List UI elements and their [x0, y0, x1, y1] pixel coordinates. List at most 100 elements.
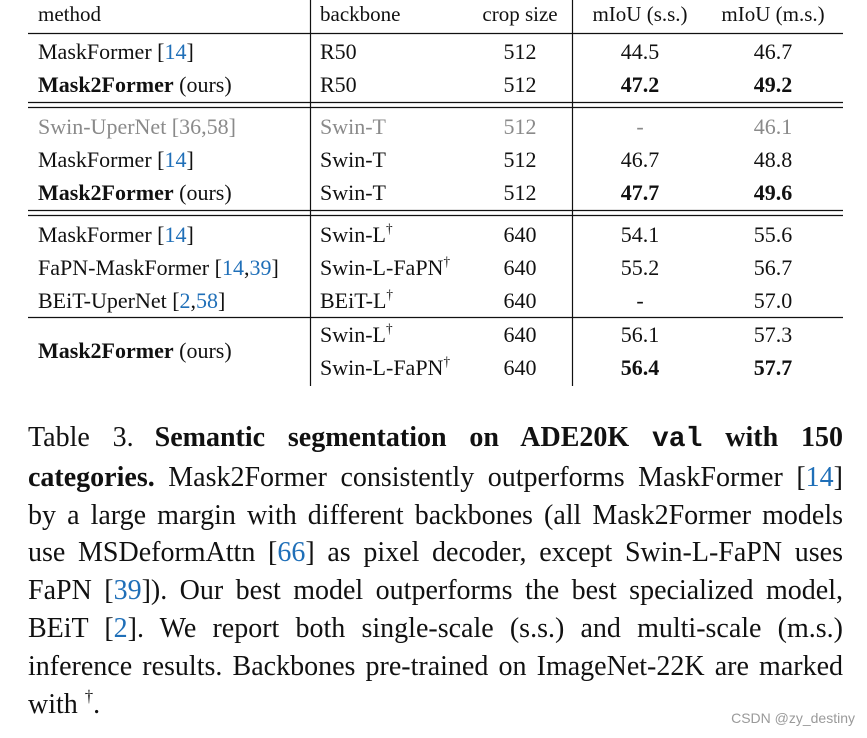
table-cell: 640 — [450, 318, 590, 351]
text-run: ] — [186, 222, 194, 247]
table-cell: 640 — [450, 218, 590, 251]
text-run: (ours) — [173, 72, 232, 97]
text-run: † — [84, 685, 94, 705]
table-cell: Swin-L† — [320, 318, 393, 351]
table-cell: 640 — [450, 351, 590, 384]
text-run: ] by a large margin with different backb… — [28, 461, 843, 569]
table-cell: Swin-L-FaPN† — [320, 251, 450, 284]
text-run: 44.5 — [620, 39, 660, 64]
text-run: Mask2Former — [38, 72, 174, 97]
table-cell: 47.7 — [570, 176, 710, 209]
citation-link: 14 — [164, 147, 187, 172]
caption: Table 3. Semantic segmentation on ADE20K … — [28, 419, 843, 723]
citation-link: 2 — [179, 288, 191, 313]
text-run: 56.7 — [753, 255, 793, 280]
text-run: 46.1 — [753, 114, 793, 139]
text-run: 512 — [503, 180, 537, 205]
citation-link: 58 — [206, 114, 229, 139]
table-cell: - — [570, 110, 710, 143]
text-run: Swin-L — [320, 322, 386, 347]
text-run: val — [651, 424, 703, 455]
text-run: Swin-UperNet [ — [38, 114, 180, 139]
table-cell: 56.7 — [703, 251, 843, 284]
text-run: (ours) — [173, 338, 232, 363]
text-run: MaskFormer [ — [38, 147, 165, 172]
text-run: - — [636, 114, 644, 139]
text-run: ] — [186, 147, 194, 172]
citation-link: 66 — [277, 537, 306, 569]
text-run: - — [636, 288, 644, 313]
table-cell: Mask2Former (ours) — [38, 318, 232, 384]
table-cell: 57.3 — [703, 318, 843, 351]
table-cell: 57.7 — [703, 351, 843, 384]
table-cell: Mask2Former (ours) — [38, 176, 232, 209]
text-run: 55.2 — [620, 255, 660, 280]
header-cell: mIoU (m.s.) — [721, 2, 825, 26]
table-cell: 640 — [450, 251, 590, 284]
text-run: 57.7 — [753, 355, 793, 380]
text-run: 512 — [503, 147, 537, 172]
table-cell: 512 — [450, 68, 590, 101]
text-run: 640 — [503, 222, 537, 247]
table-cell: - — [570, 284, 710, 317]
table-cell: 48.8 — [703, 143, 843, 176]
table-cell: BEiT-L† — [320, 284, 393, 317]
table-cell: 46.7 — [570, 143, 710, 176]
table-cell: 57.0 — [703, 284, 843, 317]
citation-link: 14 — [164, 39, 187, 64]
text-run: † — [443, 253, 451, 269]
text-run: 512 — [503, 114, 537, 139]
text-run: Swin-L — [320, 222, 386, 247]
text-run: ] as pixel decoder, except Swin-L-FaPN u… — [28, 537, 843, 607]
text-run: with 150 categories. — [28, 422, 843, 493]
text-run: Table 3. — [28, 422, 134, 453]
text-run: Swin-T — [320, 114, 386, 139]
table-cell: 47.2 — [570, 68, 710, 101]
text-run: 640 — [503, 255, 537, 280]
text-run: 54.1 — [620, 222, 660, 247]
table-cell: FaPN-MaskFormer [14,39] — [38, 251, 279, 284]
citation-link: 14 — [221, 255, 244, 280]
table-cell: Swin-T — [320, 143, 386, 176]
text-run: † — [443, 353, 451, 369]
text-run: Mask2Former — [38, 180, 174, 205]
citation-link: 36 — [179, 114, 202, 139]
text-run: ]. We report both single-scale (s.s.) an… — [28, 612, 843, 720]
table-cell: R50 — [320, 68, 357, 101]
text-run: MaskFormer [ — [38, 39, 165, 64]
table-cell: 55.2 — [570, 251, 710, 284]
header-cell: backbone — [320, 2, 401, 26]
table-cell: 56.1 — [570, 318, 710, 351]
text-run: , — [243, 255, 250, 280]
text-run: 47.2 — [620, 72, 660, 97]
table-cell: BEiT-UperNet [2,58] — [38, 284, 225, 317]
text-run: 46.7 — [753, 39, 793, 64]
watermark: CSDN @zy_destiny — [731, 710, 855, 726]
text-run: R50 — [320, 72, 357, 97]
table-cell: Swin-L-FaPN† — [320, 351, 450, 384]
table-cell: 640 — [450, 284, 590, 317]
text-run: † — [386, 286, 394, 302]
text-run: Swin-L-FaPN — [320, 255, 444, 280]
table-cell: MaskFormer [14] — [38, 35, 194, 68]
text-run: 640 — [503, 288, 537, 313]
table-cell: 44.5 — [570, 35, 710, 68]
table-cell: 49.6 — [703, 176, 843, 209]
table-cell: 49.2 — [703, 68, 843, 101]
text-run: 49.6 — [753, 180, 793, 205]
table-cell: 46.7 — [703, 35, 843, 68]
text-run: ] — [271, 255, 279, 280]
table-cell: 54.1 — [570, 218, 710, 251]
header-cell: mIoU (s.s.) — [592, 2, 688, 26]
table-cell: MaskFormer [14] — [38, 143, 194, 176]
text-run: Swin-L-FaPN — [320, 355, 444, 380]
citation-link: 14 — [805, 461, 834, 493]
header-cell: method — [38, 2, 101, 26]
text-run: Semantic segmentation on ADE20K — [154, 422, 652, 453]
text-run: BEiT-L — [320, 288, 387, 313]
table-cell: Swin-UperNet [36,58] — [38, 110, 236, 143]
citation-link: 14 — [164, 222, 187, 247]
citation-link: 39 — [249, 255, 272, 280]
table-cell: 512 — [450, 143, 590, 176]
